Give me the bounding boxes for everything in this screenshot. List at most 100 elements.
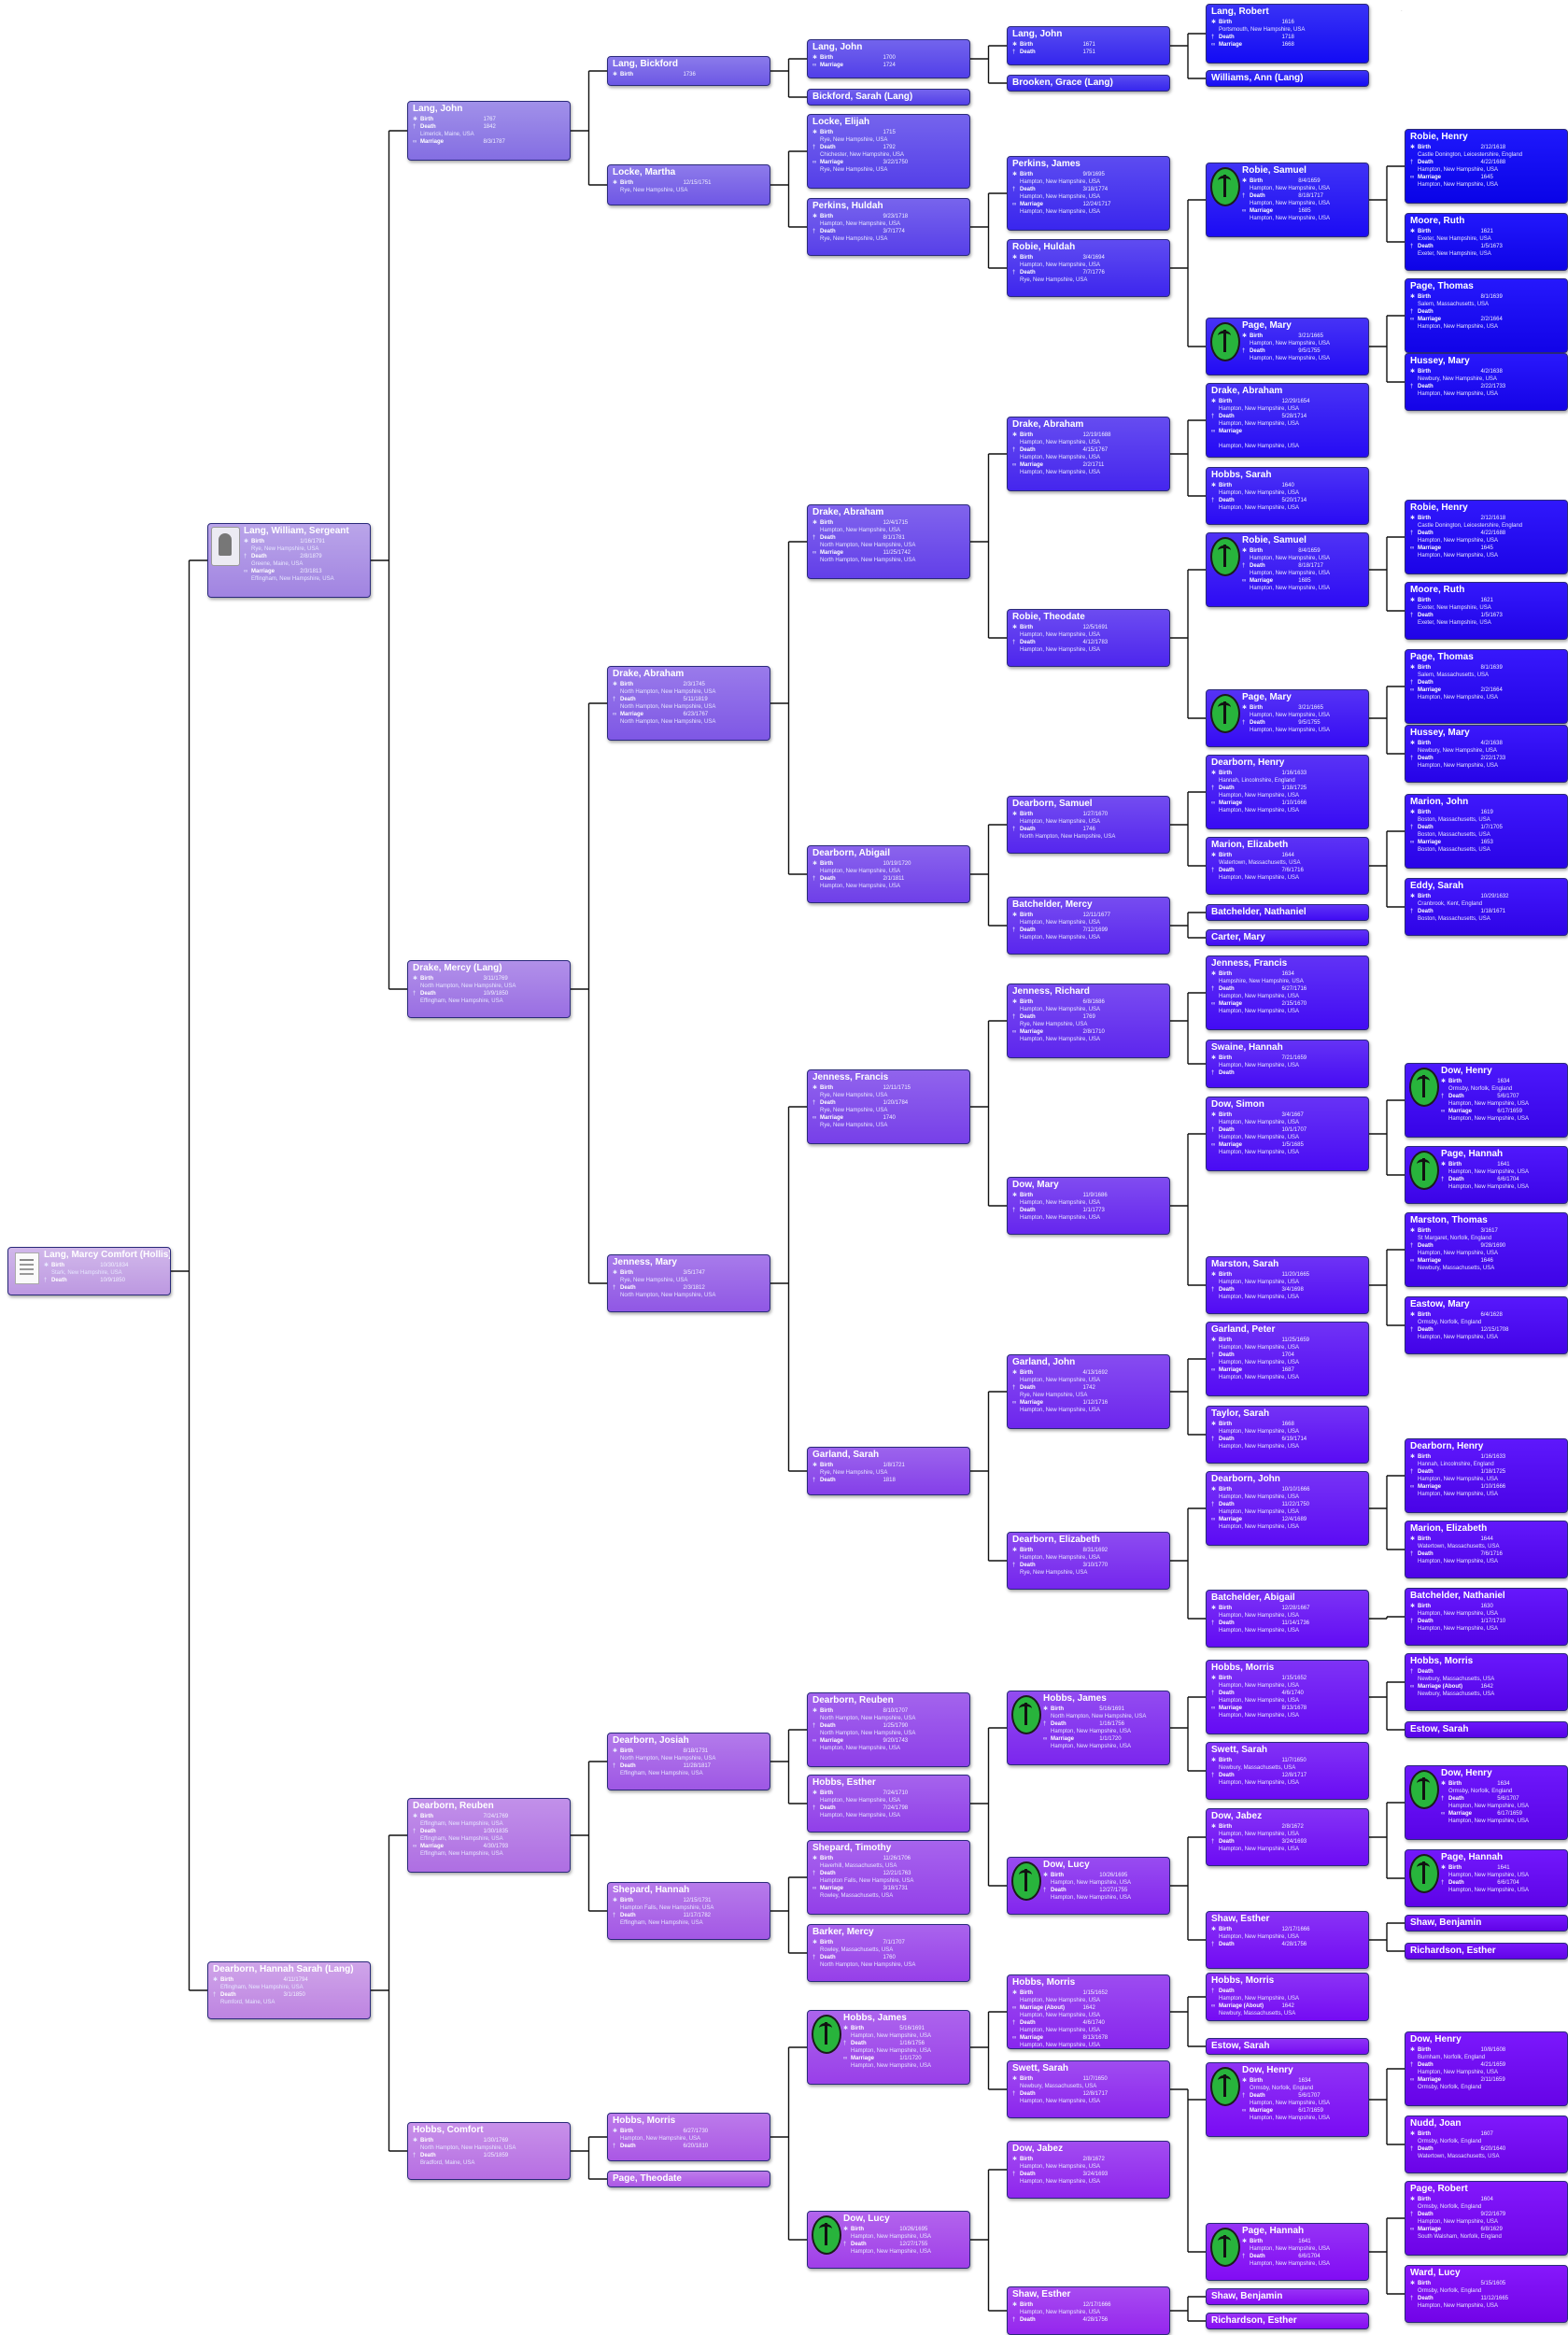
person-card[interactable]: Eastow, Mary ✱ Birth 6/4/1628 Ormsby, Norfol… [1405, 1296, 1568, 1354]
person-card[interactable]: Batchelder, Mercy ✱ Birth 12/11/1677 Hampton… [1007, 897, 1170, 955]
person-card[interactable]: Dearborn, Abigail ✱ Birth 10/19/1720 Hampton… [807, 845, 970, 903]
person-card[interactable]: Hobbs, Morris ✱ Birth 1/15/1652 Hampton, New… [1007, 1974, 1170, 2049]
person-card[interactable]: Dow, Jabez ✱ Birth 2/8/1672 Hampton, New Ham… [1206, 1808, 1369, 1866]
person-card[interactable]: Eddy, Sarah ✱ Birth 10/29/1632 Cranbrook, Ke… [1405, 878, 1568, 936]
person-card[interactable]: Carter, Mary [1206, 929, 1369, 946]
person-card[interactable]: Dow, Jabez ✱ Birth 2/8/1672 Hampton, New Ham… [1007, 2141, 1170, 2199]
person-card[interactable]: Hobbs, Sarah ✱ Birth 1640 Hampton, New Hamps… [1206, 467, 1369, 525]
person-card[interactable]: Jenness, Mary ✱ Birth 3/5/1747 Rye, New Hamp… [607, 1254, 770, 1312]
person-card[interactable]: Batchelder, Nathaniel [1206, 904, 1369, 921]
person-card[interactable]: Dow, Lucy ✱ Birth 10/26/1695 Hampton, New Ha… [1007, 1857, 1170, 1915]
person-card[interactable]: Brooken, Grace (Lang) [1007, 75, 1170, 92]
person-card[interactable]: Swett, Sarah ✱ Birth 11/7/1650 Newbury, Mass… [1007, 2060, 1170, 2118]
person-card[interactable]: Shaw, Esther ✱ Birth 12/17/1666 Hampton, New… [1206, 1911, 1369, 1969]
person-card[interactable]: Dow, Henry ✱ Birth 1634 Ormsby, Norfolk, Eng… [1405, 1765, 1568, 1840]
person-card[interactable]: Swaine, Hannah ✱ Birth 7/21/1659 Hampton, Ne… [1206, 1040, 1369, 1088]
person-card[interactable]: Page, Robert ✱ Birth 1604 Ormsby, Norfolk, E… [1405, 2181, 1568, 2256]
person-card[interactable]: Dearborn, Hannah Sarah (Lang) ✱ Birth 4/11/… [207, 1961, 371, 2019]
person-card[interactable]: Page, Theodate [607, 2171, 770, 2187]
person-card[interactable]: Lang, Bickford ✱ Birth 1736 [607, 56, 770, 86]
person-card[interactable]: Hussey, Mary ✱ Birth 4/2/1638 Newbury, New H… [1405, 353, 1568, 411]
person-card[interactable]: Dow, Henry ✱ Birth 1634 Ormsby, Norfolk, Eng… [1206, 2062, 1369, 2137]
person-card[interactable]: Shepard, Timothy ✱ Birth 11/26/1706 Haverhil… [807, 1840, 970, 1915]
person-card[interactable]: Taylor, Sarah ✱ Birth 1668 Hampton, New Hamp… [1206, 1406, 1369, 1464]
person-card[interactable]: Page, Hannah ✱ Birth 1641 Hampton, New Hamps… [1405, 1146, 1568, 1204]
person-card[interactable]: Locke, Martha ✱ Birth 12/15/1751 Rye, New Ha… [607, 164, 770, 205]
person-card[interactable]: Perkins, James ✱ Birth 9/9/1695 Hampton, New… [1007, 156, 1170, 231]
person-card[interactable]: Page, Thomas ✱ Birth 8/1/1639 Salem, Massach… [1405, 278, 1568, 353]
person-card[interactable]: Dow, Henry ✱ Birth 10/8/1608 Burnham, Norfol… [1405, 2031, 1568, 2106]
person-card[interactable]: Dow, Henry ✱ Birth 1634 Ormsby, Norfolk, Eng… [1405, 1063, 1568, 1138]
person-card[interactable]: Moore, Ruth ✱ Birth 1621 Exeter, New Hampshi… [1405, 582, 1568, 640]
person-card[interactable]: Robie, Henry ✱ Birth 2/12/1618 Castle Doning… [1405, 129, 1568, 204]
person-card[interactable]: Dearborn, Samuel ✱ Birth 1/27/1670 Hampton, … [1007, 796, 1170, 854]
person-card[interactable]: Estow, Sarah [1206, 2038, 1369, 2055]
person-card[interactable]: Hobbs, James ✱ Birth 5/16/1691 North Hampton… [1007, 1691, 1170, 1765]
person-card[interactable]: Dearborn, Elizabeth ✱ Birth 8/31/1692 Hampto… [1007, 1532, 1170, 1590]
person-card[interactable]: Bickford, Sarah (Lang) [807, 89, 970, 106]
person-card[interactable]: Shaw, Benjamin [1206, 2288, 1369, 2305]
person-card[interactable]: Hobbs, James ✱ Birth 5/16/1691 Hampton, New … [807, 2010, 970, 2085]
person-card[interactable]: Robie, Samuel ✱ Birth 8/4/1659 Hampton, New … [1206, 532, 1369, 607]
person-card[interactable]: Richardson, Esther [1405, 1943, 1568, 1960]
person-card[interactable]: Barker, Mercy ✱ Birth 7/1/1707 Rowley, Massa… [807, 1924, 970, 1982]
person-card[interactable]: Jenness, Richard ✱ Birth 6/8/1686 Hampton, N… [1007, 984, 1170, 1058]
person-card[interactable]: Hussey, Mary ✱ Birth 4/2/1638 Newbury, New H… [1405, 725, 1568, 783]
person-card[interactable]: Lang, Marcy Comfort (Hollis) ✱ Birth 10/30/… [7, 1247, 171, 1295]
person-card[interactable]: Marston, Sarah ✱ Birth 11/20/1665 Hampton, N… [1206, 1256, 1369, 1314]
person-card[interactable]: Dearborn, Henry ✱ Birth 1/16/1633 Hannah, Li… [1405, 1438, 1568, 1513]
person-card[interactable]: Hobbs, Esther ✱ Birth 7/24/1710 Hampton, New… [807, 1775, 970, 1833]
person-card[interactable]: Page, Hannah ✱ Birth 1641 Hampton, New Hamps… [1206, 2223, 1369, 2281]
person-card[interactable]: Hobbs, Morris † Death Newbury, Massachusett… [1405, 1653, 1568, 1711]
person-card[interactable]: Marston, Thomas ✱ Birth 3/1617 St Margaret, … [1405, 1212, 1568, 1287]
person-card[interactable]: Ward, Lucy ✱ Birth 5/15/1605 Ormsby, Norfolk… [1405, 2265, 1568, 2323]
person-card[interactable]: Drake, Abraham ✱ Birth 12/19/1688 Hampton, N… [1007, 417, 1170, 491]
person-card[interactable]: Dow, Lucy ✱ Birth 10/26/1695 Hampton, New Ha… [807, 2211, 970, 2269]
person-card[interactable]: Garland, John ✱ Birth 4/13/1692 Hampton, New… [1007, 1354, 1170, 1429]
person-card[interactable]: Lang, Robert ✱ Birth 1616 Portsmouth, New Ha… [1206, 4, 1369, 64]
person-card[interactable]: Page, Mary ✱ Birth 3/21/1665 Hampton, New Ha… [1206, 318, 1369, 375]
person-card[interactable]: Dearborn, John ✱ Birth 10/10/1666 Hampton, N… [1206, 1471, 1369, 1546]
person-card[interactable]: Drake, Mercy (Lang) ✱ Birth 3/11/1769 North … [407, 960, 571, 1018]
person-card[interactable]: Robie, Samuel ✱ Birth 8/4/1659 Hampton, New … [1206, 163, 1369, 237]
person-card[interactable]: Hobbs, Morris † Death Hampton, New Hampshir… [1206, 1973, 1369, 2021]
person-card[interactable]: Robie, Huldah ✱ Birth 3/4/1694 Hampton, New … [1007, 239, 1170, 297]
person-card[interactable]: Page, Hannah ✱ Birth 1641 Hampton, New Hamps… [1405, 1849, 1568, 1907]
person-card[interactable]: Lang, John ✱ Birth 1671 † Death 1751 [1007, 26, 1170, 65]
person-card[interactable]: Lang, John ✱ Birth 1767 † Death 1842 Limerick, … [407, 101, 571, 161]
person-card[interactable]: Hobbs, Morris ✱ Birth 1/15/1652 Hampton, New… [1206, 1660, 1369, 1734]
person-card[interactable]: Richardson, Esther [1206, 2313, 1369, 2329]
person-card[interactable]: Robie, Theodate ✱ Birth 12/5/1691 Hampton, N… [1007, 609, 1170, 667]
person-card[interactable]: Nudd, Joan ✱ Birth 1607 Ormsby, Norfolk, Eng… [1405, 2116, 1568, 2173]
person-card[interactable]: Shepard, Hannah ✱ Birth 12/15/1731 Hampton F… [607, 1882, 770, 1940]
person-card[interactable]: Marion, Elizabeth ✱ Birth 1644 Watertown, Ma… [1206, 837, 1369, 895]
person-card[interactable]: Dow, Mary ✱ Birth 11/9/1686 Hampton, New Ham… [1007, 1177, 1170, 1235]
person-card[interactable]: Swett, Sarah ✱ Birth 11/7/1650 Newbury, Mass… [1206, 1742, 1369, 1800]
person-card[interactable]: Hobbs, Comfort ✱ Birth 1/30/1769 North Hampt… [407, 2122, 571, 2180]
person-card[interactable]: Perkins, Huldah ✱ Birth 9/23/1718 Hampton, N… [807, 198, 970, 256]
person-card[interactable]: Shaw, Esther ✱ Birth 12/17/1666 Hampton, New… [1007, 2286, 1170, 2335]
person-card[interactable]: Dow, Simon ✱ Birth 3/4/1667 Hampton, New Ham… [1206, 1097, 1369, 1171]
person-card[interactable]: Marion, John ✱ Birth 1619 Boston, Massachuse… [1405, 794, 1568, 869]
person-card[interactable]: Drake, Abraham ✱ Birth 12/29/1654 Hampton, N… [1206, 383, 1369, 458]
person-card[interactable]: Lang, William, Sergeant ✱ Birth 1/16/1791 Ry… [207, 523, 371, 598]
person-card[interactable]: Shaw, Benjamin [1405, 1915, 1568, 1932]
person-card[interactable]: Dearborn, Josiah ✱ Birth 8/18/1731 North Ham… [607, 1733, 770, 1790]
person-card[interactable]: Batchelder, Abigail ✱ Birth 12/28/1667 Hampt… [1206, 1590, 1369, 1648]
person-card[interactable]: Robie, Henry ✱ Birth 2/12/1618 Castle Doning… [1405, 500, 1568, 574]
person-card[interactable]: Dearborn, Reuben ✱ Birth 8/10/1707 North Ham… [807, 1692, 970, 1767]
person-card[interactable]: Moore, Ruth ✱ Birth 1621 Exeter, New Hampshi… [1405, 213, 1568, 271]
person-card[interactable]: Dearborn, Reuben ✱ Birth 7/24/1769 Effingham… [407, 1798, 571, 1873]
person-card[interactable]: Garland, Sarah ✱ Birth 1/8/1721 Rye, New Ham… [807, 1447, 970, 1495]
person-card[interactable]: Drake, Abraham ✱ Birth 12/4/1715 Hampton, Ne… [807, 504, 970, 579]
person-card[interactable]: Hobbs, Morris ✱ Birth 6/27/1730 Hampton, New… [607, 2113, 770, 2161]
person-card[interactable]: Dearborn, Henry ✱ Birth 1/16/1633 Hannah, Li… [1206, 755, 1369, 829]
person-card[interactable]: Page, Mary ✱ Birth 3/21/1665 Hampton, New Ha… [1206, 689, 1369, 747]
person-card[interactable]: Garland, Peter ✱ Birth 11/25/1659 Hampton, N… [1206, 1322, 1369, 1396]
person-card[interactable]: Jenness, Francis ✱ Birth 1634 Hampshire, New… [1206, 955, 1369, 1030]
person-card[interactable]: Locke, Elijah ✱ Birth 1715 Rye, New Hampshir… [807, 114, 970, 189]
person-card[interactable]: Drake, Abraham ✱ Birth 2/3/1745 North Hampto… [607, 666, 770, 741]
person-card[interactable]: Jenness, Francis ✱ Birth 12/11/1715 Rye, New… [807, 1069, 970, 1144]
person-card[interactable]: Estow, Sarah [1405, 1721, 1568, 1738]
person-card[interactable]: Page, Thomas ✱ Birth 8/1/1639 Salem, Massach… [1405, 649, 1568, 724]
